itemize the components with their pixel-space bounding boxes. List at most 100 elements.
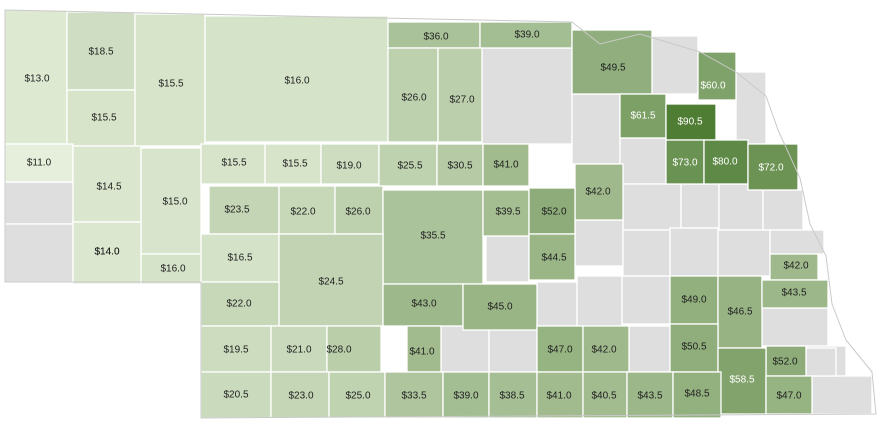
county-cass: [761, 279, 829, 309]
county-no-data-4: [735, 71, 767, 145]
county-label-pawnee: $47.0: [776, 391, 801, 402]
county-saunders: [669, 275, 719, 325]
county-custer-n: [334, 185, 384, 235]
county-hayes: [270, 325, 328, 373]
county-dawson: [382, 283, 464, 327]
county-blaine: [320, 143, 380, 185]
county-johnson: [765, 345, 807, 377]
county-franklin: [488, 371, 538, 419]
county-boyd: [479, 21, 573, 49]
county-label-dawson: $43.0: [411, 299, 436, 310]
county-label-thayer: $43.5: [637, 391, 662, 402]
county-label-lancaster-n: $46.5: [727, 307, 752, 318]
county-mcpherson: [208, 185, 280, 235]
county-label-lincoln: $24.5: [318, 277, 343, 288]
county-logan: [278, 185, 336, 235]
county-no-data-20: [440, 325, 490, 373]
county-nuckolls: [582, 371, 628, 419]
county-wheeler: [482, 143, 530, 187]
county-label-garfield: $30.5: [447, 161, 472, 172]
county-morrill: [72, 145, 142, 223]
county-label-jefferson: $48.5: [684, 389, 709, 400]
county-label-scotts-bluff: $11.0: [27, 158, 52, 169]
county-label-valley: $39.5: [495, 207, 520, 218]
county-label-kimball: $16.0: [160, 264, 185, 275]
county-label-dixon: $90.5: [677, 117, 702, 128]
county-label-wayne: $61.5: [630, 111, 655, 122]
county-cedar: [697, 51, 737, 101]
county-no-data-14: [717, 229, 771, 277]
county-burt: [747, 143, 799, 191]
county-dawes: [66, 11, 136, 91]
county-label-nuckolls: $40.5: [591, 391, 616, 402]
county-howard: [528, 233, 576, 281]
county-no-data-6: [619, 137, 667, 185]
county-buffalo: [462, 283, 538, 331]
county-label-brown: $26.0: [401, 93, 426, 104]
county-red-willow: [328, 371, 386, 419]
county-no-data-16: [485, 235, 530, 283]
county-banner: [72, 221, 142, 285]
county-label-thomas: $15.5: [282, 159, 307, 170]
county-no-data-12: [622, 229, 671, 277]
county-label-red-willow: $25.0: [345, 391, 370, 402]
county-label-grant: $14.0: [94, 247, 119, 258]
county-no-data-26: [805, 347, 837, 377]
county-sioux: [4, 9, 68, 145]
county-furnas: [384, 371, 444, 419]
county-label-furnas: $33.5: [401, 391, 426, 402]
county-no-data-13: [669, 227, 719, 277]
county-label-cass: $43.5: [781, 288, 806, 299]
county-label-garden: $15.0: [162, 197, 187, 208]
county-label-howard: $44.5: [541, 253, 566, 264]
county-no-data-0: [4, 181, 74, 225]
county-greeley: [528, 187, 576, 235]
county-no-data-22: [628, 325, 671, 373]
county-no-data-9: [718, 183, 764, 231]
county-label-banner: $14.0: [94, 247, 119, 258]
county-no-data-18: [576, 275, 623, 327]
county-label-wheeler: $41.0: [493, 160, 518, 171]
county-no-data-11: [574, 219, 624, 267]
county-label-cherry: $16.0: [284, 76, 309, 87]
county-label-sheridan: $15.5: [158, 79, 183, 90]
county-no-data-19: [621, 275, 671, 325]
county-clay: [582, 325, 630, 373]
county-no-data-15: [769, 229, 825, 255]
county-harlan: [442, 371, 490, 419]
county-hitchcock: [270, 371, 330, 419]
county-label-custer-n: $26.0: [345, 207, 370, 218]
county-kimball: [140, 253, 202, 285]
county-label-clay: $42.0: [591, 345, 616, 356]
state-outline: [4, 9, 877, 419]
county-label-saline: $50.5: [681, 342, 706, 353]
county-label-harlan: $39.0: [453, 391, 478, 402]
county-no-data-10: [762, 189, 804, 231]
county-label-dundy: $20.5: [223, 390, 248, 401]
county-label-chase: $19.5: [223, 345, 248, 356]
county-label-box-butte: $15.5: [91, 113, 116, 124]
county-chase: [200, 325, 272, 373]
county-labels: $13.0 $18.5 $15.5 $16.0 $15.5 $36.0 $39.0 $49.5…: [24, 30, 808, 402]
county-no-data-5: [571, 93, 621, 165]
county-label-gage: $58.5: [729, 375, 754, 386]
county-sarpy: [769, 253, 819, 281]
county-loup: [378, 143, 438, 187]
county-no-data-25: [811, 375, 873, 415]
county-label-hitchcock: $23.0: [288, 391, 313, 402]
county-no-data-2: [481, 47, 573, 145]
county-label-buffalo: $45.0: [487, 302, 512, 313]
county-label-franklin: $38.5: [499, 391, 524, 402]
county-webster: [536, 371, 584, 419]
county-no-data-8: [680, 183, 720, 229]
county-label-stanton: $73.0: [672, 158, 697, 169]
county-label-gosper: $41.0: [409, 347, 434, 358]
county-no-data-1: [4, 223, 74, 283]
county-label-mcpherson: $23.5: [224, 205, 249, 216]
county-label-cuming: $80.0: [712, 157, 737, 168]
county-label-keya-paha: $36.0: [423, 32, 448, 43]
county-label-morrill: $14.5: [96, 182, 121, 193]
county-no-data-7: [622, 183, 682, 231]
county-label-hayes: $21.0: [286, 345, 311, 356]
